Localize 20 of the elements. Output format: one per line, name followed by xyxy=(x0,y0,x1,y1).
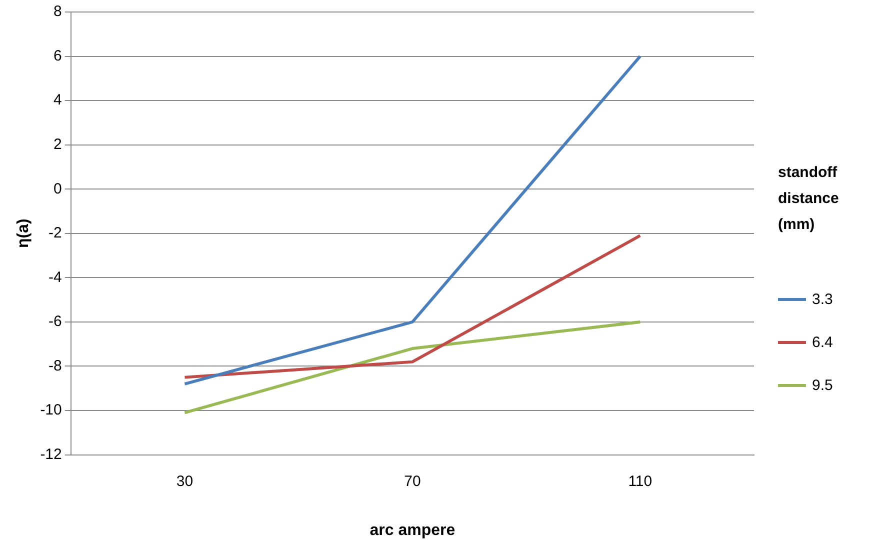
y-tick-label: -2 xyxy=(48,224,62,242)
y-tick-label: -12 xyxy=(40,446,62,463)
y-axis-title: η(a) xyxy=(15,218,32,248)
y-tick-label: 8 xyxy=(54,3,62,20)
y-tick-label: -6 xyxy=(48,313,62,330)
x-tick-label: 70 xyxy=(404,472,421,490)
y-tick-label: -8 xyxy=(48,357,62,374)
legend-label: 6.4 xyxy=(812,334,833,351)
legend-label: 3.3 xyxy=(812,291,833,308)
y-tick-label: 2 xyxy=(54,136,62,153)
x-tick-label: 30 xyxy=(176,472,194,490)
y-tick-label: 4 xyxy=(54,92,62,109)
legend-label: 9.5 xyxy=(812,377,833,394)
x-axis-title: arc ampere xyxy=(370,522,456,539)
y-tick-label: -10 xyxy=(40,402,62,419)
y-tick-label: -4 xyxy=(48,268,62,286)
x-tick-label: 110 xyxy=(628,472,652,490)
y-tick-label: 6 xyxy=(54,47,62,64)
legend-title: standoff distance (mm) xyxy=(778,163,840,235)
y-tick-label: 0 xyxy=(54,180,62,198)
